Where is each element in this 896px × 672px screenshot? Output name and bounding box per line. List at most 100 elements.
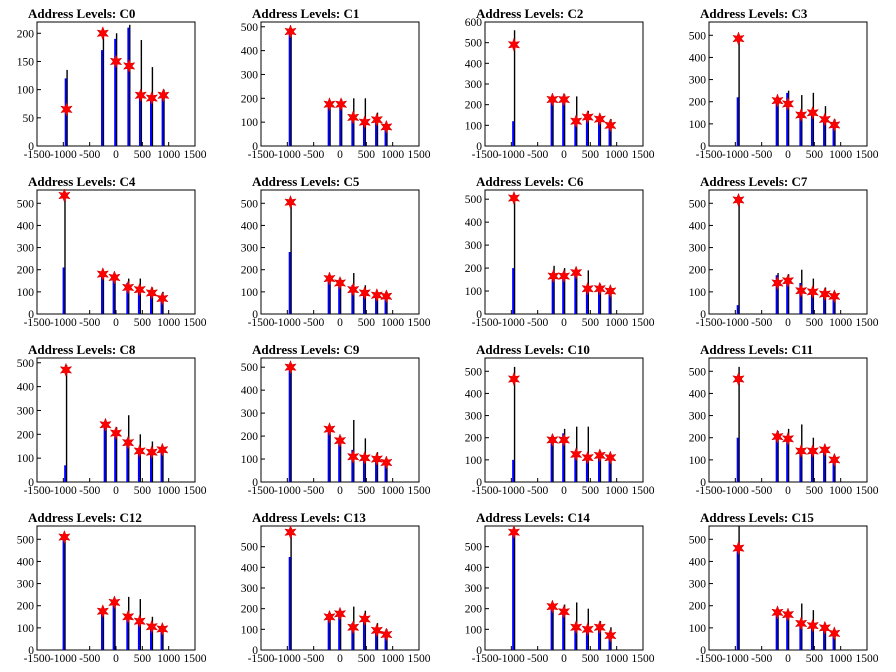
x-tick-label: 0 [785, 149, 791, 161]
y-tick-label: 500 [689, 534, 707, 546]
x-tick-label: -1000 [274, 317, 301, 329]
x-tick-label: 1500 [408, 149, 431, 161]
x-tick-label: -1500 [472, 653, 499, 665]
chart-title: Address Levels: C13 [252, 510, 366, 525]
peak-marker [58, 529, 71, 545]
y-tick-label: 400 [465, 388, 483, 400]
chart-panel: Address Levels: C10 0 100 200 300 400 500 -1500… [448, 336, 672, 504]
chart-svg: 0 100 200 300 400 500 -1500 -1000 -500 0 500 1000 15… [465, 189, 655, 329]
chart-panel: Address Levels: C3 0 100 200 300 400 500 -1500-… [672, 0, 896, 168]
chart-svg: 0 100 200 300 400 500 -1500 -1000 -500 0 500 1000 15… [689, 525, 879, 665]
plot-frame [36, 525, 196, 651]
peak-marker [828, 289, 841, 304]
x-tick-label: -1500 [472, 485, 499, 497]
y-tick-label: 200 [17, 265, 35, 277]
y-tick-label: 100 [17, 287, 35, 299]
y-tick-label: 100 [465, 455, 483, 467]
y-tick-label: 300 [465, 240, 483, 252]
y-tick-label: 400 [241, 562, 259, 574]
x-tick-label: -500 [751, 317, 772, 329]
y-tick-label: 400 [689, 556, 707, 568]
x-tick-label: 1000 [157, 653, 180, 665]
peak-marker [145, 444, 159, 460]
y-tick-label: 100 [17, 453, 35, 465]
y-tick-label: 400 [465, 562, 483, 574]
x-tick-label: -1000 [722, 149, 749, 161]
y-tick-label: 100 [241, 454, 259, 466]
y-tick-label: 300 [241, 408, 259, 420]
peak-marker [323, 609, 336, 625]
chart-svg: 0 100 200 300 400 500 -1500 -1000 -500 0 500 1000 15… [241, 189, 431, 329]
y-tick-label: 0 [252, 477, 258, 489]
chart-panel: Address Levels: C9 0 100 200 300 400 500 -1500-… [224, 336, 448, 504]
x-tick-label: 500 [806, 653, 824, 665]
x-tick-label: 1500 [184, 317, 207, 329]
x-tick-label: -1500 [472, 149, 499, 161]
x-tick-label: 1500 [856, 653, 879, 665]
peak-marker [557, 268, 571, 284]
chart-title: Address Levels: C9 [252, 342, 360, 357]
peak-marker [604, 118, 617, 133]
y-tick-label: 200 [241, 431, 259, 443]
peak-marker [781, 273, 795, 289]
y-tick-label: 0 [700, 477, 706, 489]
peak-marker [284, 524, 297, 540]
x-tick-label: -1500 [248, 149, 275, 161]
peak-marker [806, 443, 820, 459]
y-tick-label: 300 [241, 243, 259, 255]
x-tick-label: 1000 [381, 653, 404, 665]
x-tick-label: 0 [337, 149, 343, 161]
x-tick-label: 1500 [184, 485, 207, 497]
chart-title: Address Levels: C11 [700, 342, 814, 357]
chart-svg: 0 100 200 300 400 500 600 -1500 -1000 -500 0 500 100… [465, 17, 655, 161]
y-tick-label: 300 [241, 69, 259, 81]
y-tick-label: 500 [17, 534, 35, 546]
chart-panel: Address Levels: C7 0 100 200 300 400 500 -1500-… [672, 168, 896, 336]
x-tick-label: 500 [134, 149, 152, 161]
peak-marker [507, 524, 521, 540]
y-tick-label: 100 [465, 286, 483, 298]
chart-panel: Address Levels: C5 0 100 200 300 400 500 -1500-… [224, 168, 448, 336]
x-tick-label: 1000 [381, 485, 404, 497]
peak-marker [370, 112, 384, 127]
peak-marker [781, 431, 795, 447]
peak-marker [121, 435, 135, 450]
peak-marker [370, 623, 384, 638]
peak-marker [284, 24, 297, 39]
y-tick-label: 200 [465, 604, 483, 616]
chart-svg: 0 100 200 300 400 500 -1500 -1000 -500 0 500 1000 15… [689, 189, 879, 329]
x-tick-label: 0 [337, 317, 343, 329]
peak-marker [546, 599, 559, 614]
peak-marker [370, 287, 384, 303]
y-tick-label: 300 [689, 579, 707, 591]
peak-marker [358, 285, 372, 301]
x-tick-label: 0 [561, 485, 567, 497]
y-tick-label: 300 [465, 583, 483, 595]
peak-marker [121, 280, 135, 295]
y-tick-label: 200 [689, 433, 707, 445]
y-tick-label: 0 [28, 309, 34, 321]
peak-marker [604, 450, 617, 465]
peak-marker [569, 620, 583, 635]
x-tick-label: 0 [113, 149, 119, 161]
x-tick-label: -1000 [274, 149, 301, 161]
x-tick-label: 1500 [632, 653, 655, 665]
peak-marker [604, 628, 617, 643]
peak-marker [284, 194, 297, 210]
x-tick-label: 500 [806, 317, 824, 329]
x-tick-label: -1500 [24, 653, 51, 665]
peak-marker [771, 275, 784, 291]
chart-title: Address Levels: C1 [252, 6, 360, 21]
x-tick-label: -500 [303, 149, 324, 161]
y-tick-label: 500 [465, 542, 483, 554]
peak-marker [806, 105, 820, 121]
y-tick-label: 0 [28, 645, 34, 657]
x-tick-label: 0 [561, 317, 567, 329]
y-tick-label: 150 [17, 56, 35, 68]
x-tick-label: -1000 [50, 485, 77, 497]
peak-marker [334, 97, 348, 112]
chart-title: Address Levels: C3 [700, 6, 808, 21]
x-tick-label: -1500 [248, 317, 275, 329]
y-tick-label: 400 [689, 388, 707, 400]
